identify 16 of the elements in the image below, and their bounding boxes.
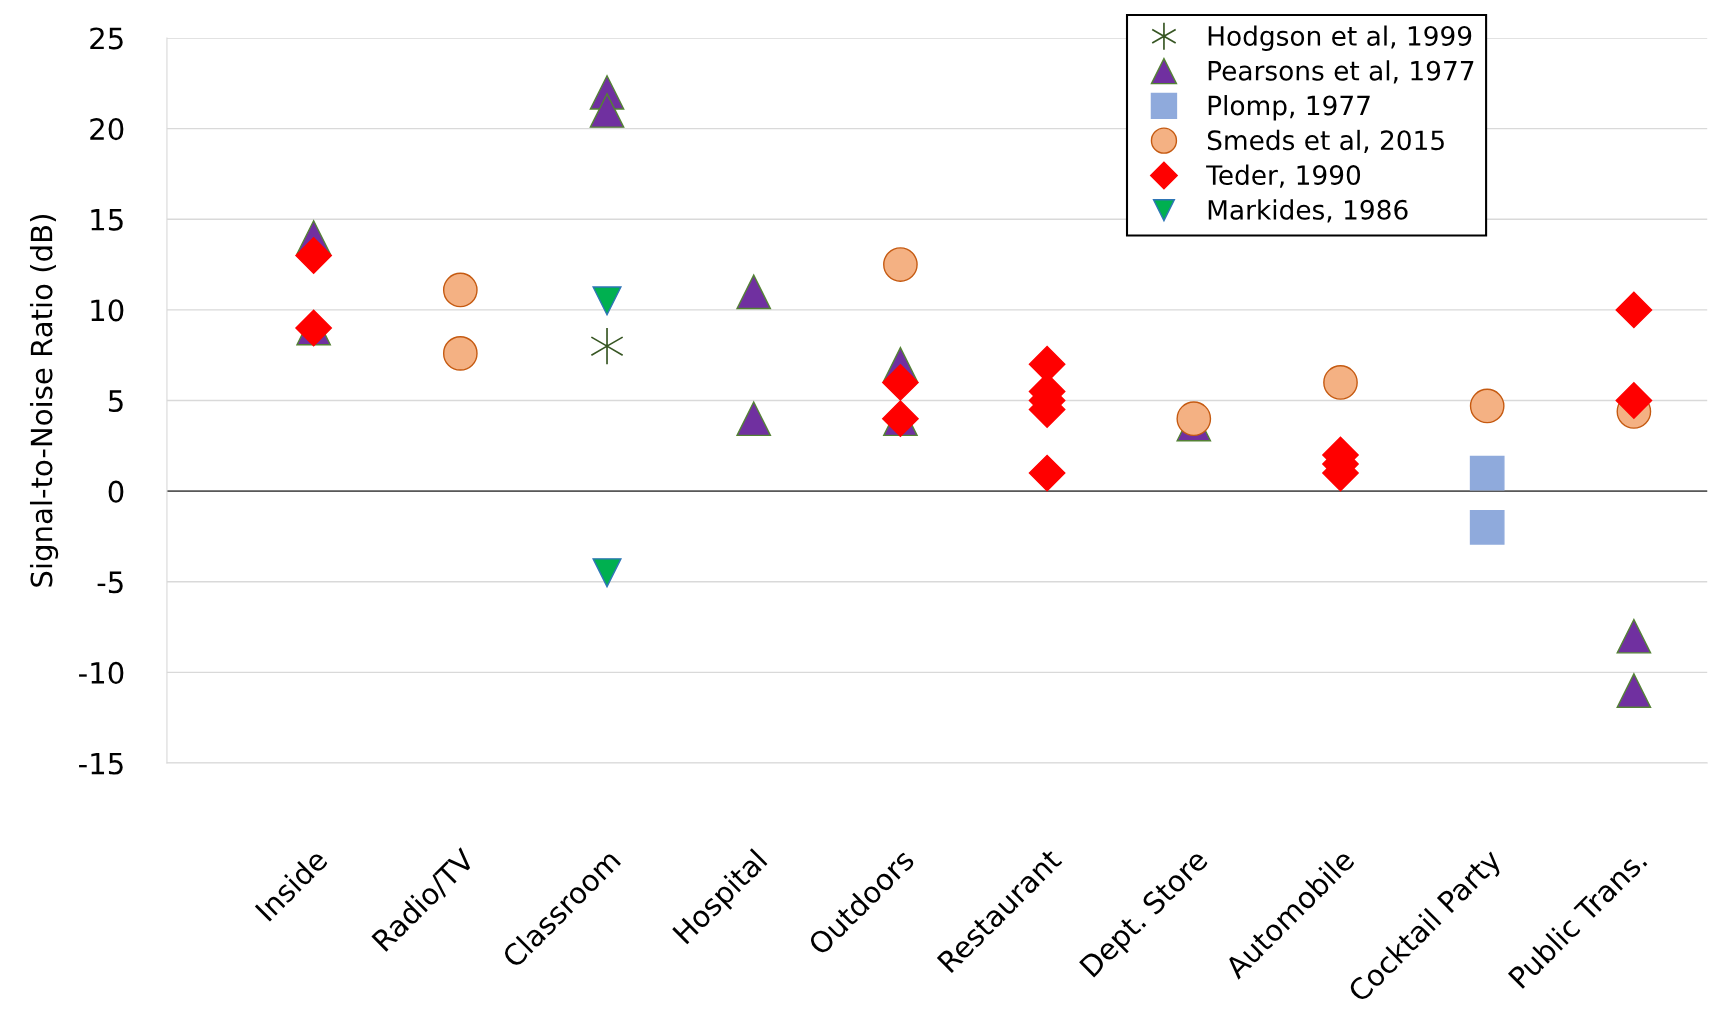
y-axis-title: Signal-to-Noise Ratio (dB) [29, 215, 59, 587]
y-tick-label: -15 [79, 752, 123, 775]
y-tick-label: 25 [90, 27, 123, 50]
legend-label: Teder, 1990 [1206, 164, 1361, 188]
legend-label: Smeds et al, 2015 [1207, 129, 1444, 153]
y-tick-label: 0 [108, 480, 124, 503]
y-tick-label: -5 [97, 571, 123, 594]
legend-label: Pearsons et al, 1977 [1208, 60, 1474, 84]
y-tick-label: 10 [91, 299, 124, 322]
y-tick-label: 5 [108, 390, 123, 413]
y-tick-label: -10 [79, 661, 124, 684]
legend-label: Markides, 1986 [1208, 199, 1408, 223]
y-tick-label: 15 [91, 209, 123, 231]
y-tick-label: 20 [90, 118, 124, 141]
legend-label: Hodgson et al, 1999 [1208, 25, 1472, 52]
legend-label: Plomp, 1977 [1208, 95, 1370, 121]
